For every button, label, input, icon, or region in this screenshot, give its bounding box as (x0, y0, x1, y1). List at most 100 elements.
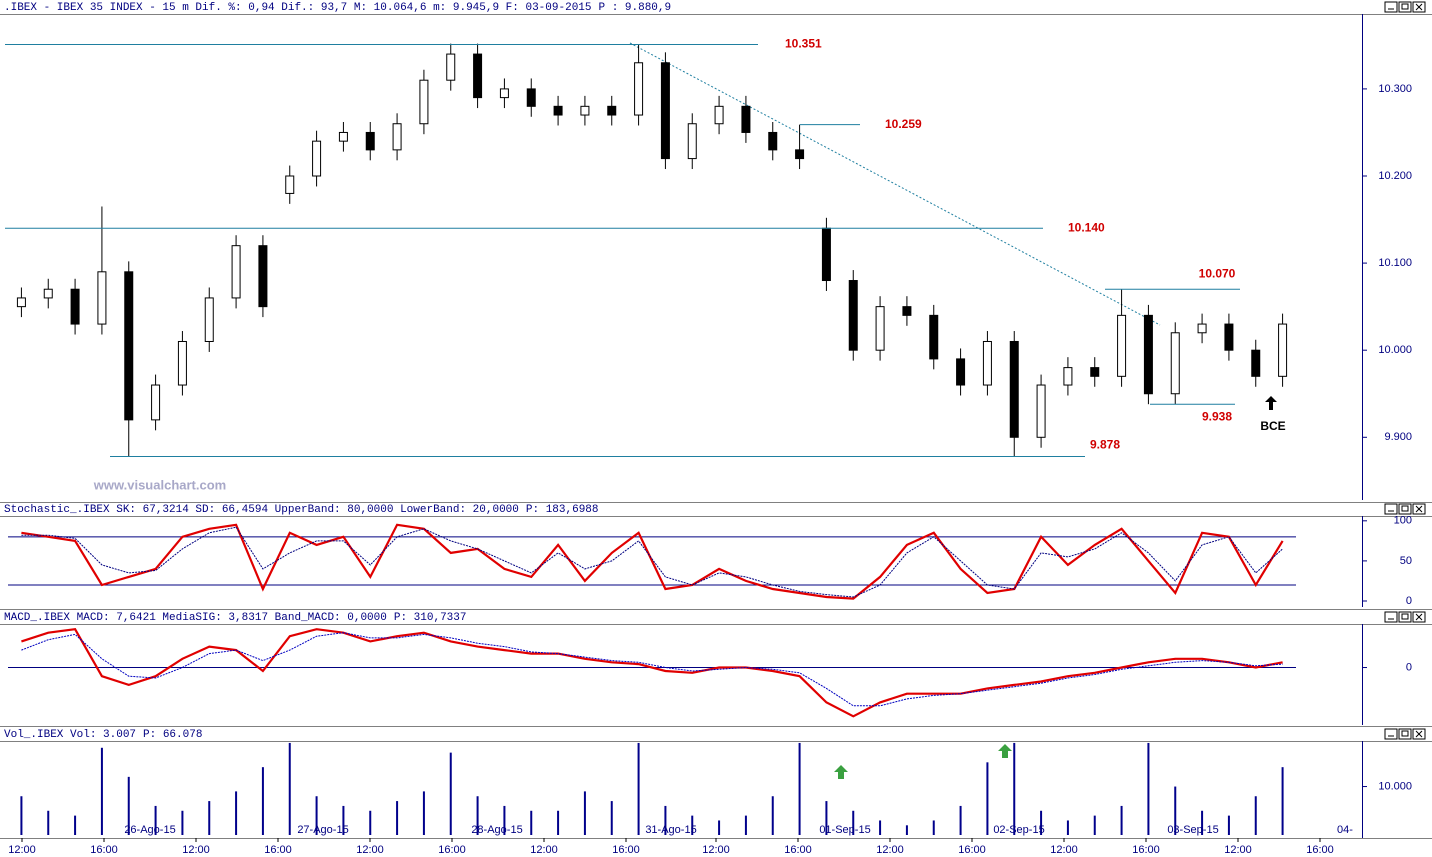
volume-bar (1093, 815, 1096, 835)
y-tick-label: 100 (1394, 515, 1412, 527)
candle-body (956, 358, 966, 386)
volume-bar (798, 742, 801, 835)
trendline (629, 42, 1161, 326)
x-tick-label: 16:00 (264, 844, 292, 856)
volume-bar (664, 805, 667, 835)
x-tick-label: 16:00 (90, 844, 118, 856)
volume-bar (771, 796, 774, 835)
date-label: 26-Ago-15 (124, 824, 175, 836)
volume-bar (530, 810, 533, 835)
date-label: 28-Ago-15 (471, 824, 522, 836)
x-tick-label: 16:00 (958, 844, 986, 856)
y-tick-label: 10.300 (1378, 83, 1412, 95)
volume-bar (369, 810, 372, 835)
x-tick-label: 16:00 (612, 844, 640, 856)
x-tick-label: 12:00 (702, 844, 730, 856)
candle-body (499, 88, 509, 99)
volume-bar (235, 791, 238, 835)
signal-arrow (998, 744, 1012, 758)
series-line (21, 628, 1283, 718)
window-button[interactable] (1398, 1, 1412, 13)
candle-body (70, 288, 80, 325)
x-tick-label: 12:00 (1050, 844, 1078, 856)
candle-body (848, 280, 858, 351)
x-tick-label: 16:00 (1132, 844, 1160, 856)
candle-body (258, 245, 268, 308)
window-button[interactable] (1384, 1, 1398, 13)
window-button[interactable] (1398, 611, 1412, 623)
candle-body (231, 245, 241, 299)
volume-bar (449, 752, 452, 835)
candle-body (526, 88, 536, 107)
volume-bar (1147, 742, 1150, 835)
panel-title-p: P: 310,7337 (394, 612, 467, 624)
candle-body (43, 288, 53, 299)
window-button[interactable] (1398, 728, 1412, 740)
candle-body (473, 53, 483, 99)
volume-bar (315, 796, 318, 835)
panel-title: Stochastic_.IBEX SK: 67,3214 SD: 66,4594… (4, 504, 519, 516)
volume-bar (127, 776, 130, 835)
volume-bar (1201, 810, 1204, 835)
frame (0, 14, 1432, 839)
button-glyph (1415, 613, 1423, 621)
y-tick-label: 10.200 (1378, 170, 1412, 182)
candle-body (1170, 332, 1180, 395)
candle-body (1090, 367, 1100, 377)
candle-body (177, 340, 187, 386)
window-button[interactable] (1384, 611, 1398, 623)
candle-body (338, 131, 348, 142)
panel-title: Vol_.IBEX Vol: 3.007 (4, 729, 136, 741)
volume-bar (905, 825, 908, 835)
candle-body (97, 271, 107, 325)
x-tick-label: 12:00 (356, 844, 384, 856)
x-tick-label: 12:00 (876, 844, 904, 856)
candle-body (446, 53, 456, 81)
candle-body (607, 105, 617, 116)
volume-bar (1013, 742, 1016, 835)
volume-bar (932, 820, 935, 835)
button-glyph (1401, 613, 1409, 620)
volume-bar (986, 762, 989, 835)
volume-bar (208, 801, 211, 835)
date-label: 02-Sep-15 (993, 824, 1044, 836)
series-line (21, 526, 1283, 598)
x-tick-label: 12:00 (182, 844, 210, 856)
volume-bar (879, 820, 882, 835)
panel-title: .IBEX - IBEX 35 INDEX - 15 m Dif. %: 0,9… (4, 2, 592, 14)
candle-body (580, 105, 590, 116)
candle-body (1143, 314, 1153, 395)
y-tick-label: 50 (1400, 555, 1412, 567)
window-button[interactable] (1384, 728, 1398, 740)
y-tick-label: 10.000 (1378, 344, 1412, 356)
candle-body (1063, 367, 1073, 386)
volume-bar (261, 767, 264, 835)
candle-body (795, 149, 805, 160)
x-tick-label: 12:00 (8, 844, 36, 856)
x-tick-label: 12:00 (530, 844, 558, 856)
y-tick-label: 10.000 (1378, 780, 1412, 792)
volume-bar (583, 791, 586, 835)
volume-bar (691, 815, 694, 835)
volume-bar (20, 796, 23, 835)
candle-body (982, 340, 992, 386)
window-button[interactable] (1384, 503, 1398, 515)
window-button[interactable] (1398, 503, 1412, 515)
candle-body (419, 79, 429, 125)
volume-bar (959, 805, 962, 835)
button-glyph (1401, 505, 1409, 512)
candle-body (1117, 314, 1127, 377)
candle-body (660, 62, 670, 160)
volume-bar (1040, 810, 1043, 835)
x-tick-label: 16:00 (1306, 844, 1334, 856)
x-tick-label: 16:00 (784, 844, 812, 856)
annotation: BCE (1260, 419, 1285, 433)
candle-body (902, 306, 912, 316)
candle-body (151, 384, 161, 421)
volume-bar (476, 796, 479, 835)
volume-bar (825, 801, 828, 835)
level-label: 10.351 (785, 37, 822, 51)
series-line (21, 632, 1283, 707)
